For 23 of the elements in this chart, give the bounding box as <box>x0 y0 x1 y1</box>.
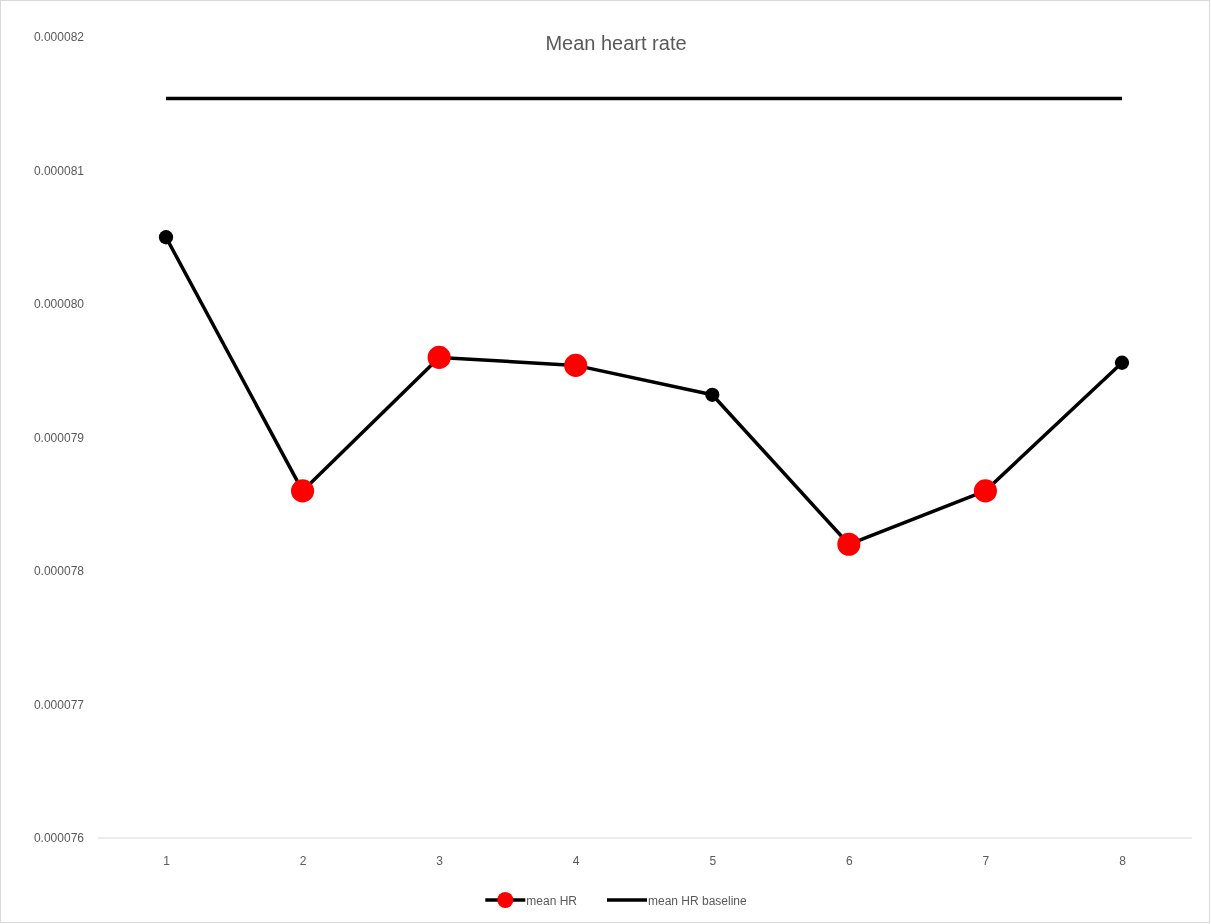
legend-label: mean HR <box>526 894 578 908</box>
point <box>564 353 588 377</box>
x-tick-label: 8 <box>1119 853 1127 868</box>
y-tick-label: 0.000078 <box>33 564 85 579</box>
y-tick-label: 0.000080 <box>33 297 85 312</box>
y-tick-label: 0.000079 <box>33 430 85 445</box>
x-tick-label: 7 <box>982 853 990 868</box>
legend-label: mean HR baseline <box>647 894 748 908</box>
point <box>291 479 315 503</box>
y-tick-label: 0.000077 <box>33 697 85 712</box>
point <box>973 479 997 503</box>
x-tick-label: 5 <box>709 853 717 868</box>
chart-title: Mean heart rate <box>545 32 687 54</box>
x-tick-label: 3 <box>436 853 444 868</box>
y-tick-label: 0.000076 <box>33 831 85 846</box>
point <box>837 532 861 556</box>
x-tick-label: 6 <box>846 853 854 868</box>
y-tick-label: 0.000081 <box>33 163 85 178</box>
x-tick-label: 1 <box>163 853 171 868</box>
y-tick-label: 0.000082 <box>33 30 85 45</box>
x-tick-label: 4 <box>572 853 580 868</box>
point <box>427 345 451 369</box>
x-tick-label: 2 <box>299 853 307 868</box>
